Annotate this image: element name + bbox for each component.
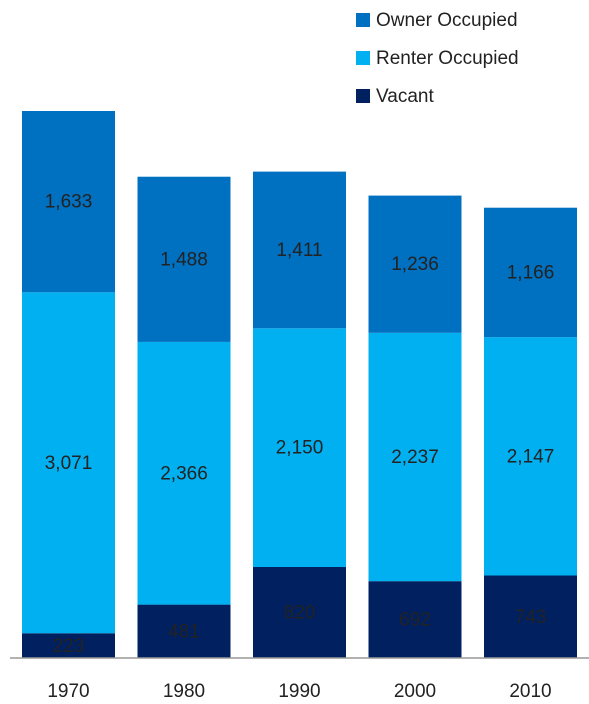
- legend-swatch: [356, 13, 370, 27]
- data-label: 2,150: [276, 438, 324, 459]
- x-tick-label: 2000: [394, 681, 436, 702]
- bar-segment: [22, 633, 115, 658]
- legend-label: Owner Occupied: [376, 10, 518, 31]
- data-label: 3,071: [45, 453, 93, 474]
- legend-swatch: [356, 51, 370, 65]
- data-label: 2,366: [160, 463, 208, 484]
- data-label: 1,411: [276, 240, 322, 261]
- data-label: 481: [168, 621, 200, 642]
- bar-segment: [253, 566, 346, 658]
- bar-segment: [253, 328, 346, 567]
- bar-segment: [368, 332, 462, 582]
- bar-segment: [484, 207, 577, 338]
- data-label: 1,488: [160, 249, 208, 270]
- bar-segment: [137, 341, 231, 605]
- data-label: 820: [284, 602, 316, 623]
- legend-label: Renter Occupied: [376, 48, 519, 69]
- x-tick-label: 2010: [509, 681, 551, 702]
- data-label: 692: [399, 610, 431, 631]
- data-label: 2,147: [507, 446, 555, 467]
- legend-label: Vacant: [376, 86, 434, 107]
- bar-segment: [484, 337, 577, 576]
- data-label: 1,236: [391, 254, 439, 275]
- data-label: 2,237: [391, 447, 439, 468]
- bar-segment: [368, 195, 462, 333]
- data-label: 743: [515, 607, 547, 628]
- data-label: 1,166: [507, 262, 555, 283]
- bar-segment: [484, 575, 577, 658]
- x-tick-label: 1990: [278, 681, 320, 702]
- bar-segment: [253, 171, 346, 329]
- x-tick-label: 1970: [47, 681, 89, 702]
- bar-segment: [22, 111, 115, 293]
- data-label: 1,633: [45, 192, 93, 213]
- x-tick-label: 1980: [163, 681, 205, 702]
- legend-swatch: [356, 89, 370, 103]
- bar-segment: [137, 604, 231, 658]
- bar-segment: [22, 292, 115, 634]
- data-label: 223: [53, 636, 85, 657]
- bar-segment: [368, 581, 462, 658]
- bar-segment: [137, 176, 231, 342]
